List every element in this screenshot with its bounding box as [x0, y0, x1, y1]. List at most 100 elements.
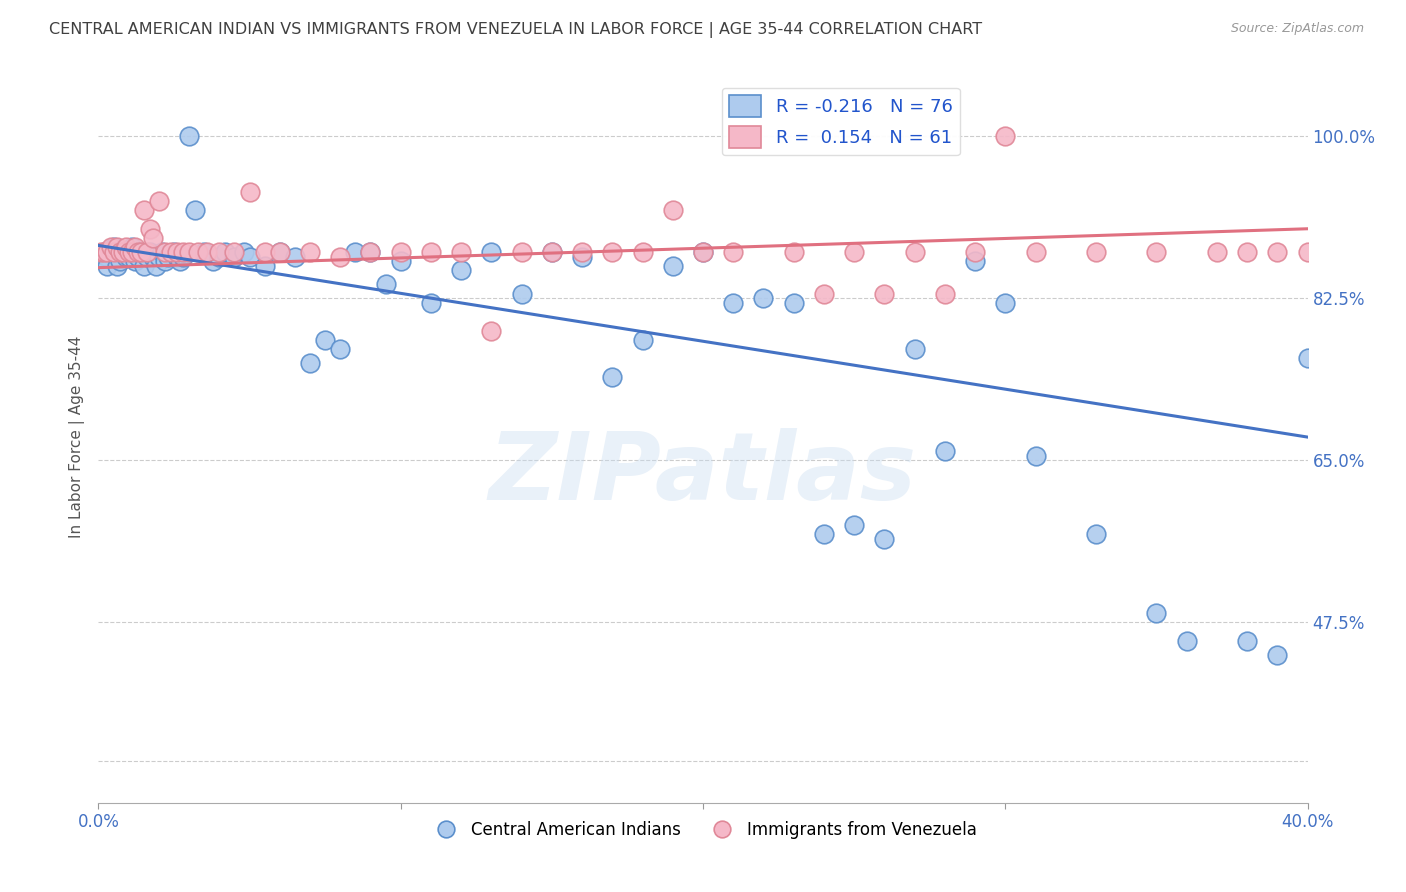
Point — [1267, 648, 1289, 662]
Point — [124, 240, 146, 254]
Point — [232, 244, 254, 259]
Point — [179, 129, 201, 144]
Point — [934, 286, 956, 301]
Point — [224, 244, 246, 259]
Point — [103, 244, 125, 259]
Point — [510, 244, 533, 259]
Point — [1085, 527, 1108, 541]
Point — [142, 231, 165, 245]
Point — [1236, 244, 1258, 259]
Point — [299, 244, 322, 259]
Point — [314, 333, 336, 347]
Point — [118, 244, 141, 259]
Point — [96, 259, 118, 273]
Point — [208, 250, 231, 264]
Point — [844, 518, 866, 533]
Point — [121, 244, 143, 259]
Point — [239, 185, 262, 199]
Point — [934, 444, 956, 458]
Point — [150, 244, 173, 259]
Point — [1024, 449, 1046, 463]
Point — [148, 250, 170, 264]
Point — [93, 244, 115, 259]
Point — [1144, 606, 1167, 620]
Point — [1236, 633, 1258, 648]
Point — [420, 244, 443, 259]
Point — [166, 244, 188, 259]
Point — [96, 250, 118, 264]
Point — [139, 244, 162, 259]
Point — [420, 295, 443, 310]
Point — [142, 250, 165, 264]
Point — [114, 250, 136, 264]
Point — [111, 244, 134, 259]
Point — [540, 244, 562, 259]
Point — [145, 259, 167, 273]
Point — [224, 250, 246, 264]
Point — [661, 259, 683, 273]
Point — [1296, 351, 1319, 366]
Point — [389, 244, 412, 259]
Point — [253, 244, 276, 259]
Point — [389, 254, 412, 268]
Point — [105, 250, 128, 264]
Point — [904, 342, 927, 356]
Point — [329, 250, 352, 264]
Point — [510, 286, 533, 301]
Point — [1296, 244, 1319, 259]
Point — [994, 129, 1017, 144]
Point — [108, 254, 131, 268]
Point — [692, 244, 714, 259]
Point — [783, 244, 806, 259]
Point — [103, 240, 125, 254]
Point — [1085, 244, 1108, 259]
Point — [344, 244, 367, 259]
Point — [100, 240, 122, 254]
Point — [723, 244, 745, 259]
Text: CENTRAL AMERICAN INDIAN VS IMMIGRANTS FROM VENEZUELA IN LABOR FORCE | AGE 35-44 : CENTRAL AMERICAN INDIAN VS IMMIGRANTS FR… — [49, 22, 983, 38]
Point — [571, 250, 593, 264]
Point — [214, 244, 236, 259]
Point — [105, 259, 128, 273]
Point — [631, 333, 654, 347]
Point — [540, 244, 562, 259]
Point — [813, 527, 835, 541]
Y-axis label: In Labor Force | Age 35-44: In Labor Force | Age 35-44 — [69, 336, 84, 538]
Point — [111, 244, 134, 259]
Point — [1144, 244, 1167, 259]
Point — [1267, 244, 1289, 259]
Point — [153, 254, 176, 268]
Point — [156, 250, 179, 264]
Point — [631, 244, 654, 259]
Point — [187, 244, 209, 259]
Point — [481, 324, 503, 338]
Point — [93, 244, 115, 259]
Point — [965, 244, 987, 259]
Point — [994, 295, 1017, 310]
Point — [360, 244, 382, 259]
Point — [202, 254, 225, 268]
Text: Source: ZipAtlas.com: Source: ZipAtlas.com — [1230, 22, 1364, 36]
Point — [121, 240, 143, 254]
Point — [139, 221, 162, 235]
Point — [172, 250, 194, 264]
Point — [965, 254, 987, 268]
Point — [100, 244, 122, 259]
Point — [873, 286, 896, 301]
Point — [153, 244, 176, 259]
Point — [129, 244, 152, 259]
Point — [129, 244, 152, 259]
Point — [148, 194, 170, 208]
Point — [114, 240, 136, 254]
Point — [602, 370, 624, 384]
Point — [169, 254, 191, 268]
Point — [118, 244, 141, 259]
Point — [108, 244, 131, 259]
Point — [299, 356, 322, 370]
Point — [904, 244, 927, 259]
Point — [813, 286, 835, 301]
Text: ZIPatlas: ZIPatlas — [489, 427, 917, 520]
Point — [844, 244, 866, 259]
Legend: Central American Indians, Immigrants from Venezuela: Central American Indians, Immigrants fro… — [422, 814, 984, 846]
Point — [163, 244, 186, 259]
